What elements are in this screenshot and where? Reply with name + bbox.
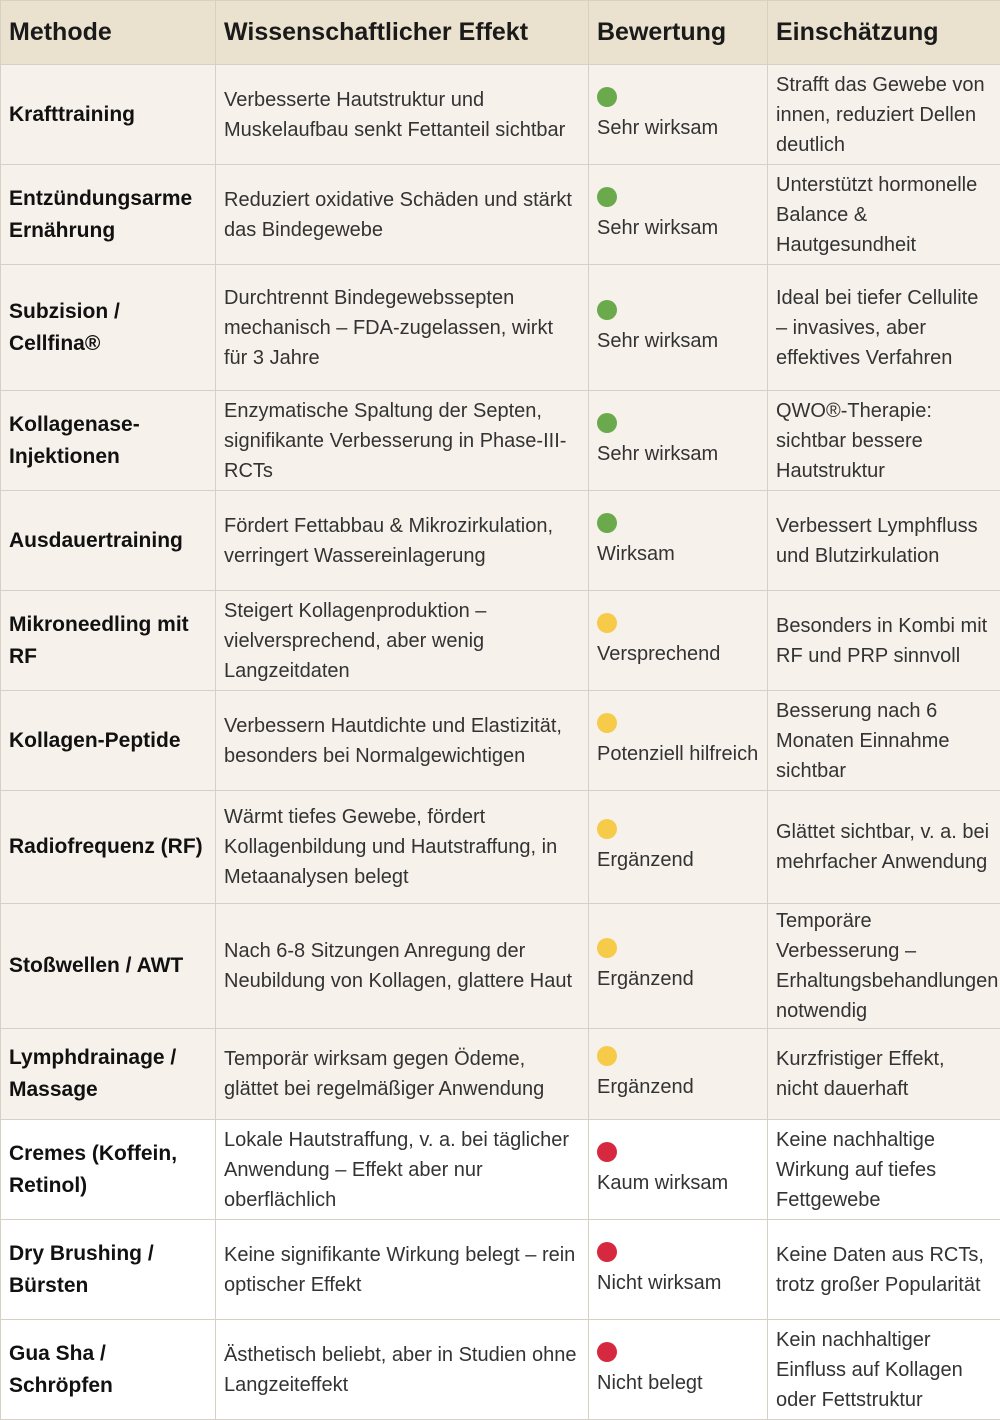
- rating-label: Ergänzend: [597, 845, 759, 875]
- assessment-cell: Unterstützt hormonelle Balance & Hautges…: [768, 165, 1000, 265]
- rating-label: Potenziell hilfreich: [597, 739, 759, 769]
- rating-label: Wirksam: [597, 539, 759, 569]
- rating-dot-icon: [597, 1342, 617, 1362]
- method-cell: Kollagen-Peptide: [1, 691, 216, 791]
- effect-cell: Wärmt tiefes Gewebe, fördert Kollagenbil…: [216, 791, 589, 904]
- rating-dot-icon: [597, 1142, 617, 1162]
- rating-label: Sehr wirksam: [597, 213, 759, 243]
- header-effect: Wissenschaftlicher Effekt: [216, 1, 589, 65]
- rating-dot-icon: [597, 187, 617, 207]
- rating-dot-icon: [597, 1242, 617, 1262]
- header-assessment: Einschätzung: [768, 1, 1000, 65]
- rating-label: Sehr wirksam: [597, 326, 759, 356]
- rating-cell: Sehr wirksam: [589, 265, 768, 391]
- rating-dot-icon: [597, 613, 617, 633]
- method-cell: Radiofrequenz (RF): [1, 791, 216, 904]
- rating-dot-icon: [597, 513, 617, 533]
- effect-cell: Verbesserte Hautstruktur und Muskelaufba…: [216, 65, 589, 165]
- method-cell: Mikroneedling mit RF: [1, 591, 216, 691]
- rating-cell: Ergänzend: [589, 904, 768, 1029]
- header-method: Methode: [1, 1, 216, 65]
- rating-dot-icon: [597, 413, 617, 433]
- rating-label: Sehr wirksam: [597, 439, 759, 469]
- method-cell: Entzündungsarme Ernährung: [1, 165, 216, 265]
- assessment-cell: QWO®-Therapie: sichtbar bessere Hautstru…: [768, 391, 1000, 491]
- assessment-cell: Glättet sichtbar, v. a. bei mehrfacher A…: [768, 791, 1000, 904]
- method-cell: Lymphdrainage / Massage: [1, 1029, 216, 1120]
- method-cell: Dry Brushing / Bürsten: [1, 1220, 216, 1320]
- effect-cell: Lokale Hautstraffung, v. a. bei tägliche…: [216, 1120, 589, 1220]
- rating-dot-icon: [597, 1046, 617, 1066]
- assessment-cell: Kurzfristiger Effekt, nicht dauerhaft: [768, 1029, 1000, 1120]
- rating-cell: Wirksam: [589, 491, 768, 591]
- effect-cell: Reduziert oxidative Schäden und stärkt d…: [216, 165, 589, 265]
- assessment-cell: Keine nachhaltige Wirkung auf tiefes Fet…: [768, 1120, 1000, 1220]
- assessment-cell: Ideal bei tiefer Cellulite – invasives, …: [768, 265, 1000, 391]
- table-row: Cremes (Koffein, Retinol)Lokale Hautstra…: [1, 1120, 1000, 1220]
- table-row: Subzision / Cellfina®Durchtrennt Bindege…: [1, 265, 1000, 391]
- rating-dot-icon: [597, 87, 617, 107]
- effect-cell: Ästhetisch beliebt, aber in Studien ohne…: [216, 1320, 589, 1420]
- rating-cell: Sehr wirksam: [589, 391, 768, 491]
- rating-cell: Ergänzend: [589, 791, 768, 904]
- rating-cell: Sehr wirksam: [589, 165, 768, 265]
- assessment-cell: Besserung nach 6 Monaten Einnahme sichtb…: [768, 691, 1000, 791]
- assessment-cell: Temporäre Verbesserung – Erhaltungsbehan…: [768, 904, 1000, 1029]
- assessment-cell: Kein nachhaltiger Einfluss auf Kollagen …: [768, 1320, 1000, 1420]
- assessment-cell: Strafft das Gewebe von innen, reduziert …: [768, 65, 1000, 165]
- rating-label: Versprechend: [597, 639, 759, 669]
- rating-label: Nicht wirksam: [597, 1268, 759, 1298]
- method-cell: Kollagenase-Injektionen: [1, 391, 216, 491]
- rating-dot-icon: [597, 300, 617, 320]
- effect-cell: Enzymatische Spaltung der Septen, signif…: [216, 391, 589, 491]
- rating-label: Nicht belegt: [597, 1368, 759, 1398]
- assessment-cell: Besonders in Kombi mit RF und PRP sinnvo…: [768, 591, 1000, 691]
- effect-cell: Fördert Fettabbau & Mikrozirkulation, ve…: [216, 491, 589, 591]
- effect-cell: Keine signifikante Wirkung belegt – rein…: [216, 1220, 589, 1320]
- rating-dot-icon: [597, 819, 617, 839]
- table-header: Methode Wissenschaftlicher Effekt Bewert…: [1, 1, 1000, 65]
- assessment-cell: Verbessert Lymphfluss und Blutzirkulatio…: [768, 491, 1000, 591]
- rating-dot-icon: [597, 938, 617, 958]
- rating-label: Ergänzend: [597, 1072, 759, 1102]
- rating-cell: Sehr wirksam: [589, 65, 768, 165]
- rating-cell: Nicht wirksam: [589, 1220, 768, 1320]
- rating-cell: Ergänzend: [589, 1029, 768, 1120]
- assessment-cell: Keine Daten aus RCTs, trotz großer Popul…: [768, 1220, 1000, 1320]
- rating-label: Sehr wirksam: [597, 113, 759, 143]
- method-cell: Gua Sha / Schröpfen: [1, 1320, 216, 1420]
- method-cell: Cremes (Koffein, Retinol): [1, 1120, 216, 1220]
- method-cell: Krafttraining: [1, 65, 216, 165]
- header-row: Methode Wissenschaftlicher Effekt Bewert…: [1, 1, 1000, 65]
- effect-cell: Nach 6-8 Sitzungen Anregung der Neubildu…: [216, 904, 589, 1029]
- rating-cell: Potenziell hilfreich: [589, 691, 768, 791]
- method-cell: Ausdauertraining: [1, 491, 216, 591]
- effect-cell: Temporär wirksam gegen Ödeme, glättet be…: [216, 1029, 589, 1120]
- effect-cell: Verbessern Hautdichte und Elastizität, b…: [216, 691, 589, 791]
- rating-cell: Versprechend: [589, 591, 768, 691]
- effect-cell: Steigert Kollagenproduktion – vielverspr…: [216, 591, 589, 691]
- rating-cell: Kaum wirksam: [589, 1120, 768, 1220]
- method-cell: Subzision / Cellfina®: [1, 265, 216, 391]
- header-rating: Bewertung: [589, 1, 768, 65]
- rating-label: Kaum wirksam: [597, 1168, 759, 1198]
- rating-dot-icon: [597, 713, 617, 733]
- method-cell: Stoßwellen / AWT: [1, 904, 216, 1029]
- rating-label: Ergänzend: [597, 964, 759, 994]
- table-row: Radiofrequenz (RF)Wärmt tiefes Gewebe, f…: [1, 791, 1000, 904]
- effect-cell: Durchtrennt Bindegewebssepten mechanisch…: [216, 265, 589, 391]
- rating-cell: Nicht belegt: [589, 1320, 768, 1420]
